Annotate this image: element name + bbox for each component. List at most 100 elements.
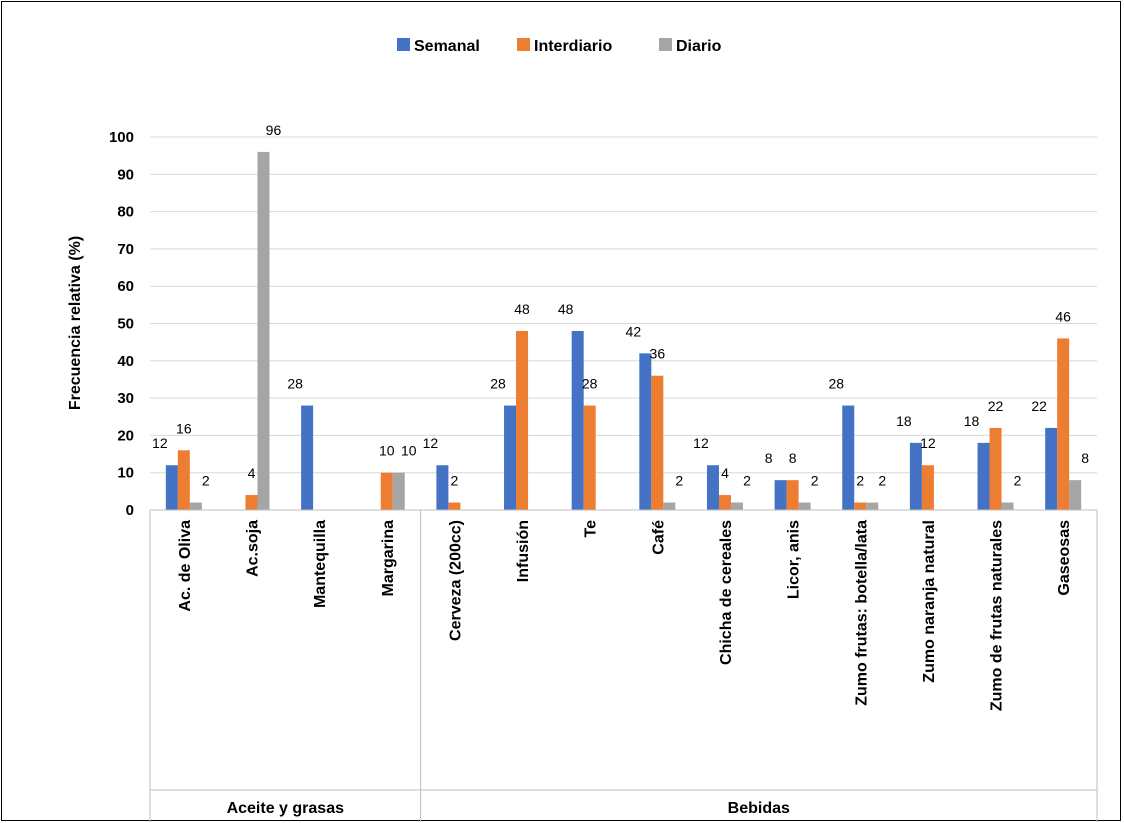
- bar-semanal-ac-de-oliva: [165, 465, 178, 510]
- bar-interdiario-chicha-de-cereales: [718, 495, 731, 510]
- y-tick-label-60: 60: [117, 278, 134, 295]
- bar-diario-ac-de-oliva: [189, 502, 202, 510]
- x-tick-label-ac-soja: Ac.soja: [244, 520, 261, 577]
- x-tick-label-chicha-de-cereales: Chicha de cereales: [718, 520, 735, 665]
- x-tick-label-zumo-frutas-botella-lata: Zumo frutas: botella/lata: [853, 520, 870, 706]
- bar-semanal-licor-anis: [774, 480, 787, 510]
- data-label-semanal-zumo-de-frutas-naturales: 18: [964, 413, 980, 429]
- bar-interdiario-ac-soja: [245, 495, 258, 510]
- bar-interdiario-zumo-de-frutas-naturales: [989, 427, 1002, 510]
- x-tick-label-infusion: Infusión: [515, 520, 532, 582]
- x-tick-label-cafe: Café: [650, 520, 667, 555]
- data-label-semanal-zumo-frutas-botella-lata: 28: [828, 376, 844, 392]
- data-label-interdiario-zumo-frutas-botella-lata: 2: [856, 473, 864, 489]
- data-label-diario-ac-soja: 96: [266, 122, 282, 138]
- data-label-semanal-gaseosas: 22: [1031, 398, 1047, 414]
- legend-label-semanal: Semanal: [414, 38, 480, 55]
- bar-semanal-gaseosas: [1045, 427, 1058, 510]
- legend-label-interdiario: Interdiario: [534, 38, 612, 55]
- data-label-interdiario-licor-anis: 8: [789, 450, 797, 466]
- bars: [165, 151, 1082, 511]
- bar-semanal-zumo-frutas-botella-lata: [842, 405, 855, 510]
- bar-interdiario-cerveza-200cc: [448, 502, 461, 510]
- bar-diario-zumo-de-frutas-naturales: [1001, 502, 1014, 510]
- data-label-diario-margarina: 10: [401, 443, 417, 459]
- x-tick-label-margarina: Margarina: [380, 520, 397, 597]
- y-axis-label: Frecuencia relativa (%): [67, 236, 84, 410]
- data-label-semanal-zumo-naranja-natural: 18: [896, 413, 912, 429]
- data-label-interdiario-zumo-de-frutas-naturales: 22: [988, 398, 1004, 414]
- bar-diario-cafe: [663, 502, 676, 510]
- y-axis-ticks: 0 10 20 30 40 50 60 70 80 90 100: [109, 129, 134, 519]
- bar-interdiario-margarina: [380, 472, 393, 510]
- group-label-aceite-y-grasas: Aceite y grasas: [227, 800, 345, 817]
- data-label-diario-chicha-de-cereales: 2: [743, 473, 751, 489]
- bar-semanal-mantequilla: [301, 405, 314, 510]
- data-label-interdiario-cerveza-200cc: 2: [450, 473, 458, 489]
- data-label-interdiario-ac-de-oliva: 16: [176, 420, 192, 436]
- bar-interdiario-zumo-frutas-botella-lata: [854, 502, 867, 510]
- data-label-semanal-te: 48: [558, 301, 574, 317]
- y-tick-label-50: 50: [117, 316, 134, 333]
- bar-diario-margarina: [392, 472, 405, 510]
- bar-semanal-zumo-naranja-natural: [909, 442, 922, 510]
- bar-interdiario-gaseosas: [1057, 338, 1070, 510]
- y-tick-label-90: 90: [117, 166, 134, 183]
- x-tick-label-cerveza-200cc: Cerveza (200cc): [447, 520, 464, 641]
- y-tick-label-10: 10: [117, 465, 134, 482]
- y-tick-label-40: 40: [117, 353, 134, 370]
- data-label-semanal-chicha-de-cereales: 12: [693, 435, 709, 451]
- legend: Semanal Interdiario Diario: [397, 38, 722, 55]
- y-tick-label-100: 100: [109, 129, 134, 146]
- bar-semanal-infusion: [504, 405, 517, 510]
- data-label-interdiario-te: 28: [582, 376, 598, 392]
- data-label-interdiario-gaseosas: 46: [1055, 308, 1071, 324]
- bar-interdiario-ac-de-oliva: [177, 450, 190, 510]
- data-label-semanal-mantequilla: 28: [287, 376, 303, 392]
- data-label-interdiario-zumo-naranja-natural: 12: [920, 435, 936, 451]
- bar-diario-gaseosas: [1069, 480, 1082, 510]
- legend-swatch-diario: [659, 38, 672, 51]
- y-tick-label-70: 70: [117, 241, 134, 258]
- data-label-semanal-licor-anis: 8: [765, 450, 773, 466]
- data-label-diario-ac-de-oliva: 2: [202, 473, 210, 489]
- x-axis: Ac. de Oliva Ac.soja Mantequilla Margarina C…: [149, 509, 1098, 822]
- data-label-interdiario-ac-soja: 4: [248, 465, 256, 481]
- bar-diario-licor-anis: [798, 502, 811, 510]
- data-label-interdiario-chicha-de-cereales: 4: [721, 465, 729, 481]
- data-label-diario-zumo-de-frutas-naturales: 2: [1014, 473, 1022, 489]
- legend-swatch-semanal: [397, 38, 410, 51]
- data-label-interdiario-infusion: 48: [514, 301, 530, 317]
- bar-interdiario-te: [583, 405, 596, 510]
- x-tick-label-gaseosas: Gaseosas: [1056, 520, 1073, 596]
- x-tick-label-zumo-de-frutas-naturales: Zumo de frutas naturales: [989, 520, 1006, 711]
- y-tick-label-80: 80: [117, 204, 134, 221]
- bar-semanal-cafe: [639, 353, 652, 510]
- bar-semanal-te: [571, 330, 584, 510]
- x-tick-label-licor-anis: Licor, anis: [786, 520, 803, 599]
- bar-interdiario-licor-anis: [786, 480, 799, 510]
- x-tick-label-mantequilla: Mantequilla: [312, 520, 329, 608]
- data-label-interdiario-cafe: 36: [650, 346, 666, 362]
- bar-diario-ac-soja: [257, 151, 270, 511]
- bar-diario-chicha-de-cereales: [730, 502, 743, 510]
- y-tick-label-20: 20: [117, 427, 134, 444]
- data-label-diario-licor-anis: 2: [811, 473, 819, 489]
- data-label-diario-cafe: 2: [675, 473, 683, 489]
- bar-semanal-chicha-de-cereales: [706, 465, 719, 510]
- bar-diario-zumo-frutas-botella-lata: [866, 502, 879, 510]
- data-label-diario-zumo-frutas-botella-lata: 2: [878, 473, 886, 489]
- data-label-semanal-cafe: 42: [626, 323, 642, 339]
- data-label-semanal-cerveza-200cc: 12: [423, 435, 439, 451]
- bar-semanal-cerveza-200cc: [436, 465, 449, 510]
- bar-interdiario-cafe: [651, 375, 664, 510]
- legend-swatch-interdiario: [517, 38, 530, 51]
- legend-label-diario: Diario: [676, 38, 722, 55]
- y-tick-label-30: 30: [117, 390, 134, 407]
- bar-interdiario-zumo-naranja-natural: [921, 465, 934, 510]
- x-tick-label-ac-de-oliva: Ac. de Oliva: [177, 520, 194, 612]
- group-label-bebidas: Bebidas: [728, 800, 790, 817]
